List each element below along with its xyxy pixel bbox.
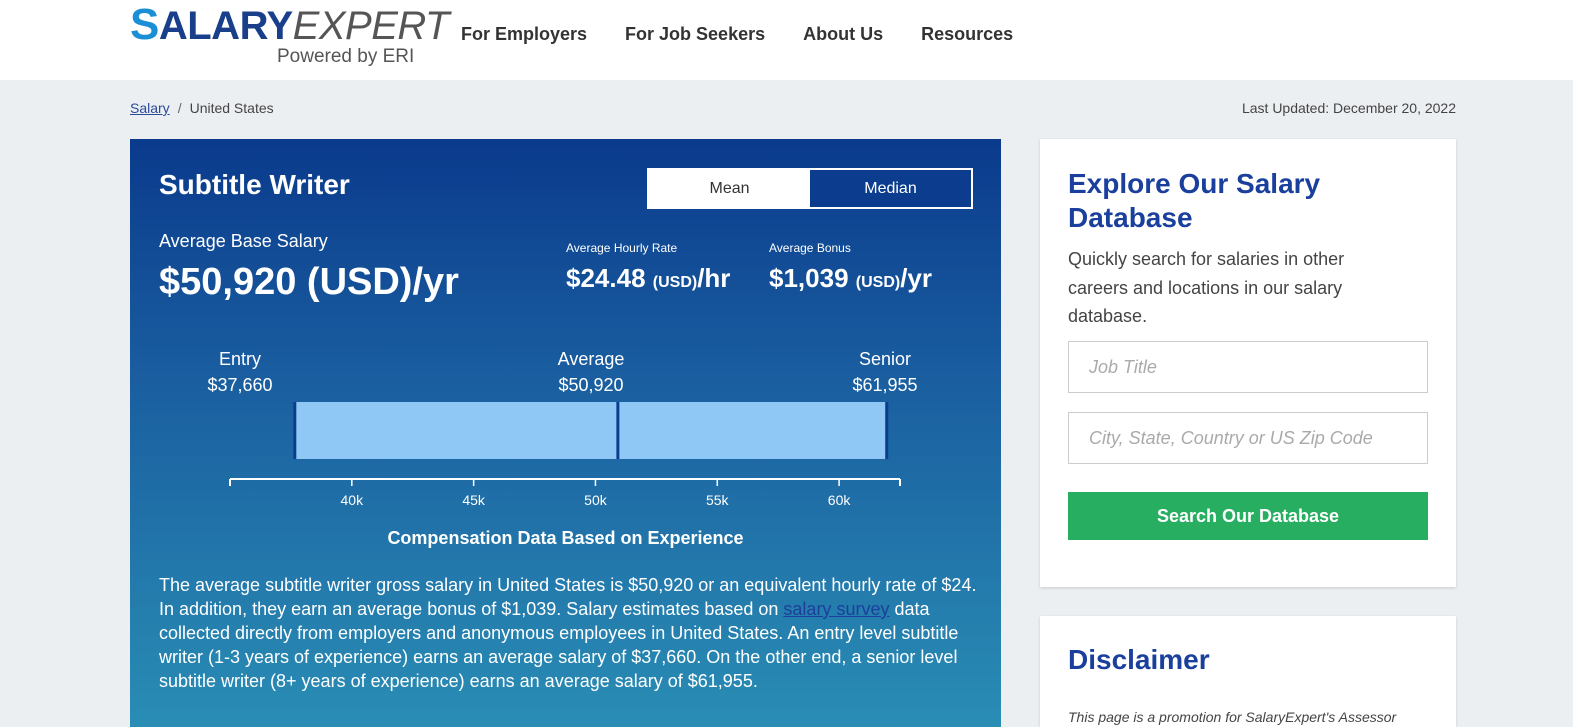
- x-tick-label-60k: 60k: [828, 492, 852, 508]
- salary-survey-link[interactable]: salary survey: [783, 599, 890, 619]
- base-salary-label: Average Base Salary: [159, 231, 328, 251]
- explore-database-panel: Explore Our Salary Database Quickly sear…: [1040, 139, 1456, 587]
- bonus-unit: /yr: [900, 263, 933, 293]
- disclaimer-title: Disclaimer: [1068, 644, 1210, 675]
- senior-marker: [885, 402, 889, 459]
- hourly-rate-label: Average Hourly Rate: [566, 241, 678, 255]
- salary-card: Subtitle Writer Mean Median Average Base…: [130, 139, 1001, 727]
- site-header: SALARYEXPERT Powered by ERI For Employer…: [0, 0, 1573, 80]
- disclaimer-text: This page is a promotion for SalaryExper…: [1068, 709, 1397, 725]
- mean-median-toggle: Mean Median: [647, 168, 973, 209]
- disclaimer-panel: Disclaimer This page is a promotion for …: [1040, 616, 1456, 727]
- bonus-value: $1,039 (USD)/yr: [769, 263, 932, 294]
- base-salary-value: $50,920 (USD)/yr: [159, 261, 459, 303]
- chart-caption: Compensation Data Based on Experience: [387, 528, 744, 548]
- logo-salary: ALARY: [158, 4, 293, 48]
- salaryexpert-logo[interactable]: SALARYEXPERT Powered by ERI: [130, 3, 449, 70]
- nav-for-job-seekers[interactable]: For Job Seekers: [625, 24, 766, 44]
- breadcrumb-current: United States: [189, 100, 274, 116]
- salary-range-chart: 40k 45k 50k 55k 60k: [229, 402, 901, 508]
- bonus-amount: $1,039: [769, 263, 849, 293]
- nav-about-us[interactable]: About Us: [803, 24, 884, 44]
- x-tick-label-50k: 50k: [584, 492, 608, 508]
- breadcrumb-salary-link[interactable]: Salary: [130, 100, 170, 116]
- level-average-label: Average: [557, 349, 625, 369]
- job-title: Subtitle Writer: [159, 169, 350, 200]
- hourly-currency: (USD): [652, 274, 698, 291]
- level-senior-label: Senior: [858, 349, 912, 369]
- level-entry-label: Entry: [218, 349, 261, 369]
- level-entry: Entry $37,660: [190, 346, 290, 398]
- explore-text: Quickly search for salaries in other car…: [1068, 249, 1345, 326]
- level-entry-value: $37,660: [207, 375, 273, 395]
- average-marker: [616, 402, 620, 459]
- breadcrumb-separator: /: [177, 100, 182, 116]
- level-average: Average $50,920: [541, 346, 641, 398]
- search-database-button[interactable]: Search Our Database: [1068, 492, 1428, 540]
- bonus-currency: (USD): [855, 274, 901, 291]
- main-nav: For Employers For Job Seekers About Us R…: [461, 24, 1013, 45]
- entry-marker: [293, 402, 297, 459]
- breadcrumb: Salary / United States: [130, 100, 274, 116]
- description-text-2: data collected directly from employers a…: [159, 599, 959, 691]
- toggle-mean[interactable]: Mean: [649, 170, 810, 207]
- hourly-amount: $24.48: [566, 263, 646, 293]
- nav-resources[interactable]: Resources: [921, 24, 1014, 44]
- x-tick-label-40k: 40k: [341, 492, 365, 508]
- nav-for-employers[interactable]: For Employers: [461, 24, 588, 44]
- toggle-median[interactable]: Median: [810, 170, 971, 207]
- job-title-input[interactable]: [1068, 341, 1428, 393]
- level-senior-value: $61,955: [852, 375, 918, 395]
- hourly-unit: /hr: [697, 263, 731, 293]
- logo-expert: EXPERT: [292, 4, 450, 48]
- x-tick-label-45k: 45k: [462, 492, 486, 508]
- hourly-rate-value: $24.48 (USD)/hr: [566, 263, 730, 294]
- level-senior: Senior $61,955: [835, 346, 935, 398]
- logo-s: S: [130, 0, 159, 49]
- description-text-1: The average subtitle writer gross salary…: [159, 575, 977, 619]
- logo-powered-by: Powered by ERI: [277, 46, 415, 67]
- salary-range-bar: [294, 402, 887, 459]
- last-updated: Last Updated: December 20, 2022: [1241, 100, 1456, 116]
- x-tick-label-55k: 55k: [706, 492, 730, 508]
- explore-title: Explore Our Salary Database: [1068, 168, 1321, 233]
- location-input[interactable]: [1068, 412, 1428, 464]
- bonus-label: Average Bonus: [769, 241, 851, 255]
- level-average-value: $50,920: [558, 375, 624, 395]
- salary-description: The average subtitle writer gross salary…: [159, 573, 979, 693]
